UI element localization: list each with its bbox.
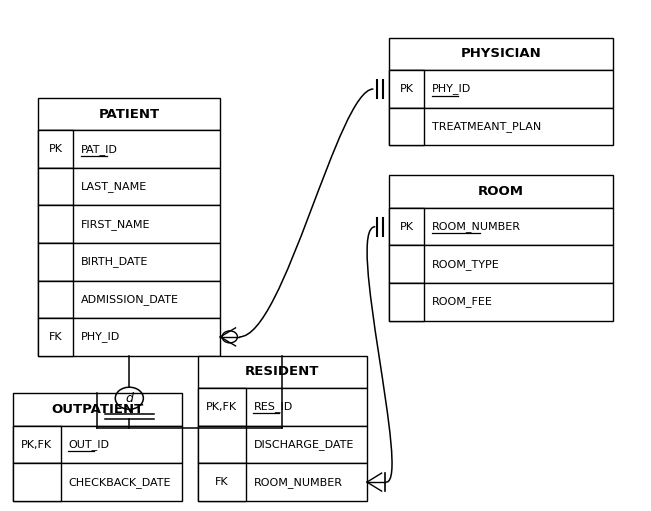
Text: LAST_NAME: LAST_NAME: [81, 181, 147, 192]
Bar: [198, 463, 367, 501]
Text: PK: PK: [400, 84, 414, 94]
Text: PATIENT: PATIENT: [99, 107, 160, 121]
Text: ROOM_FEE: ROOM_FEE: [432, 296, 493, 307]
Text: OUT_ID: OUT_ID: [68, 439, 109, 450]
Bar: [198, 356, 367, 388]
Bar: [389, 208, 613, 245]
Text: PK: PK: [400, 222, 414, 231]
Text: OUTPATIENT: OUTPATIENT: [51, 403, 144, 416]
Bar: [389, 70, 613, 108]
Text: PHYSICIAN: PHYSICIAN: [460, 48, 542, 60]
Text: FK: FK: [215, 477, 229, 487]
Bar: [13, 426, 61, 463]
Text: ROOM_TYPE: ROOM_TYPE: [432, 259, 500, 270]
Bar: [389, 175, 613, 208]
Bar: [38, 205, 74, 243]
Bar: [389, 208, 424, 245]
Text: FK: FK: [49, 332, 62, 342]
Text: TREATMEANT_PLAN: TREATMEANT_PLAN: [432, 121, 541, 132]
Bar: [198, 426, 367, 463]
Bar: [38, 318, 220, 356]
Text: d: d: [126, 392, 133, 405]
Bar: [198, 388, 246, 426]
Bar: [38, 318, 74, 356]
Bar: [198, 463, 246, 501]
Text: ADMISSION_DATE: ADMISSION_DATE: [81, 294, 179, 305]
Text: PAT_ID: PAT_ID: [81, 144, 118, 154]
Bar: [389, 70, 424, 108]
Bar: [38, 281, 220, 318]
Text: RES_ID: RES_ID: [253, 402, 293, 412]
Bar: [38, 281, 74, 318]
Text: PHY_ID: PHY_ID: [81, 332, 120, 342]
Bar: [38, 243, 74, 281]
Bar: [13, 463, 61, 501]
Bar: [13, 426, 182, 463]
Bar: [38, 205, 220, 243]
Text: ROOM_NUMBER: ROOM_NUMBER: [253, 477, 342, 487]
Bar: [389, 245, 424, 283]
Text: ROOM_NUMBER: ROOM_NUMBER: [432, 221, 521, 232]
Bar: [38, 130, 220, 168]
Bar: [389, 108, 613, 145]
Text: PK: PK: [49, 144, 63, 154]
Text: ROOM: ROOM: [478, 185, 524, 198]
Text: RESIDENT: RESIDENT: [245, 365, 320, 379]
Text: PHY_ID: PHY_ID: [432, 83, 471, 95]
Text: DISCHARGE_DATE: DISCHARGE_DATE: [253, 439, 353, 450]
Bar: [38, 168, 74, 205]
Text: FIRST_NAME: FIRST_NAME: [81, 219, 150, 229]
Bar: [13, 393, 182, 426]
Bar: [389, 283, 424, 320]
Bar: [198, 388, 367, 426]
Bar: [13, 463, 182, 501]
Bar: [389, 38, 613, 70]
Text: PK,FK: PK,FK: [206, 402, 238, 412]
Text: CHECKBACK_DATE: CHECKBACK_DATE: [68, 477, 171, 487]
Bar: [389, 245, 613, 283]
Bar: [389, 108, 424, 145]
Bar: [38, 168, 220, 205]
Bar: [38, 98, 220, 130]
Bar: [389, 283, 613, 320]
Bar: [38, 243, 220, 281]
Text: PK,FK: PK,FK: [21, 439, 52, 450]
Text: BIRTH_DATE: BIRTH_DATE: [81, 257, 148, 267]
Bar: [198, 426, 246, 463]
Bar: [38, 130, 74, 168]
